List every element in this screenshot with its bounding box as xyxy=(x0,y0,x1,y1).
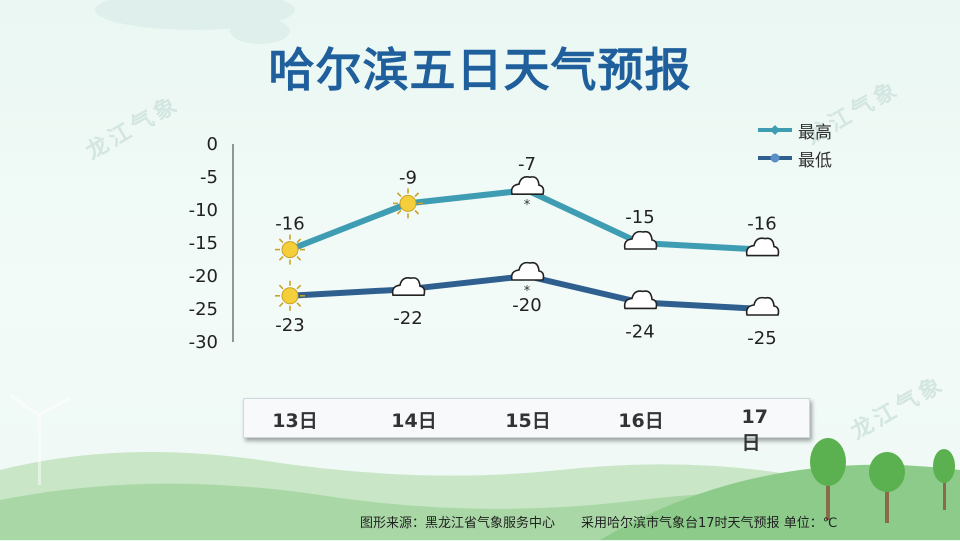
date-label: 15日 xyxy=(505,410,551,432)
date-label: 14日 xyxy=(391,410,437,432)
sun-icon xyxy=(392,187,424,220)
wind-turbine-icon xyxy=(9,393,71,485)
data-label: -15 xyxy=(625,207,654,228)
tree-icon xyxy=(869,452,905,523)
background-cloud xyxy=(230,18,290,44)
sun-icon xyxy=(274,233,306,266)
legend-label-high: 最高 xyxy=(798,122,832,143)
cloud-icon xyxy=(745,237,780,257)
cloud-icon xyxy=(391,277,426,297)
cloud-icon xyxy=(745,296,780,316)
y-tick-label: 0 xyxy=(207,134,218,155)
date-label: 16日 xyxy=(618,410,664,432)
data-label: -9 xyxy=(399,167,417,188)
data-label: -22 xyxy=(393,308,422,329)
data-label: -16 xyxy=(275,214,304,235)
footer-source: 图形来源：黑龙江省气象服务中心 xyxy=(360,516,556,531)
date-label: 13日 xyxy=(272,410,318,432)
y-tick-label: -30 xyxy=(189,332,218,353)
data-label: -24 xyxy=(625,321,654,342)
chart-legend: 最高 最低 xyxy=(758,116,832,172)
data-label: -25 xyxy=(747,328,776,349)
date-axis-bar: 13日 14日 15日 16日 17日 xyxy=(243,398,810,454)
cloud-icon xyxy=(623,230,658,250)
cloud-icon xyxy=(623,290,658,310)
data-label: -7 xyxy=(518,154,536,175)
date-label: 17日 xyxy=(741,406,768,454)
y-tick-label: -20 xyxy=(189,266,218,287)
legend-item-low: 最低 xyxy=(758,144,832,172)
page-title: 哈尔滨五日天气预报 xyxy=(268,43,692,97)
legend-line-marker xyxy=(758,153,792,163)
footer-note: 采用哈尔滨市气象台17时天气预报 单位：℃ xyxy=(581,516,838,531)
legend-item-high: 最高 xyxy=(758,116,832,144)
tree-icon xyxy=(933,449,955,510)
y-tick-label: -10 xyxy=(189,200,218,221)
data-label: -23 xyxy=(275,315,304,336)
y-tick-label: -15 xyxy=(189,233,218,254)
footer: 图形来源：黑龙江省气象服务中心 采用哈尔滨市气象台17时天气预报 单位：℃ xyxy=(360,512,863,531)
data-label: -20 xyxy=(512,295,541,316)
y-tick-label: -25 xyxy=(189,299,218,320)
data-label: -16 xyxy=(747,214,776,235)
y-tick-label: -5 xyxy=(200,167,218,188)
legend-label-low: 最低 xyxy=(798,150,832,171)
tree-icon xyxy=(810,438,846,520)
legend-line-marker xyxy=(758,125,792,135)
sun-icon xyxy=(274,279,306,312)
